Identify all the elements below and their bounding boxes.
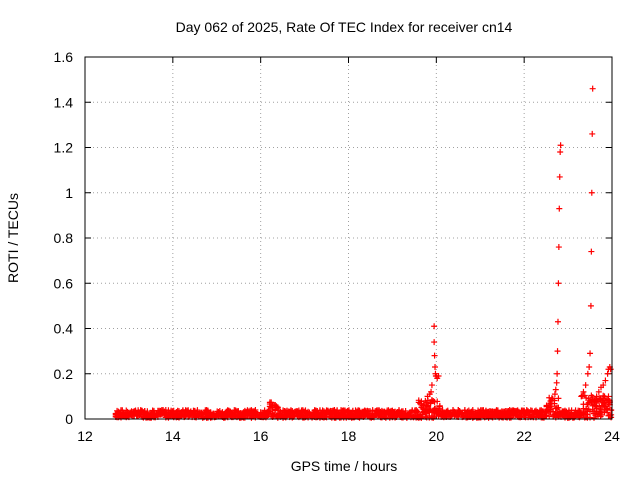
data-point: [555, 404, 562, 411]
grid-lines: [85, 57, 612, 419]
data-point: [543, 412, 550, 419]
y-tick-label: 0.8: [54, 230, 74, 246]
data-point: [549, 395, 556, 402]
x-tick-label: 18: [341, 428, 357, 444]
data-point: [588, 189, 595, 196]
data-point: [216, 408, 223, 415]
data-point: [436, 403, 443, 410]
data-point: [582, 382, 589, 389]
y-tick-label: 0: [65, 411, 73, 427]
x-axis-label: GPS time / hours: [291, 458, 398, 474]
data-point: [578, 393, 585, 400]
data-point: [422, 397, 429, 404]
data-point: [586, 363, 593, 370]
data-point: [557, 142, 564, 149]
data-point: [551, 391, 558, 398]
data-point: [602, 377, 609, 384]
data-point: [589, 85, 596, 92]
data-point: [593, 393, 600, 400]
data-point: [602, 406, 609, 413]
data-point: [435, 373, 442, 380]
data-point: [556, 205, 563, 212]
x-tick-label: 22: [516, 428, 532, 444]
y-tick-label: 1.4: [54, 94, 74, 110]
data-point: [555, 280, 562, 287]
plot-frame: [84, 56, 613, 420]
x-tick-label: 24: [604, 428, 620, 444]
data-point: [598, 408, 605, 415]
data-point: [587, 302, 594, 309]
data-point: [431, 323, 438, 330]
x-tick-label: 14: [165, 428, 181, 444]
data-point: [587, 350, 594, 357]
data-points: [112, 85, 615, 421]
data-point: [428, 388, 435, 395]
y-tick-label: 1.6: [54, 49, 74, 65]
data-point: [252, 407, 259, 414]
data-point: [554, 370, 561, 377]
x-tick-label: 16: [253, 428, 269, 444]
data-point: [149, 409, 156, 416]
data-point: [431, 352, 438, 359]
data-point: [554, 348, 561, 355]
data-point: [274, 405, 281, 412]
data-point: [547, 400, 554, 407]
data-point: [607, 366, 614, 373]
x-tick-label: 12: [77, 428, 93, 444]
data-point: [589, 130, 596, 137]
data-point: [265, 407, 272, 414]
data-point: [548, 403, 555, 410]
data-point: [604, 405, 611, 412]
data-point: [431, 339, 438, 346]
data-point: [552, 386, 559, 393]
data-point: [367, 408, 374, 415]
data-point: [428, 382, 435, 389]
data-point: [418, 414, 425, 421]
data-point: [604, 370, 611, 377]
x-tick-label: 20: [429, 428, 445, 444]
data-point: [430, 414, 437, 421]
data-point: [556, 173, 563, 180]
data-point: [600, 382, 607, 389]
data-point: [584, 370, 591, 377]
data-point: [552, 405, 559, 412]
y-tick-label: 1.2: [54, 140, 74, 156]
data-point: [432, 363, 439, 370]
data-point: [589, 394, 596, 401]
data-point: [415, 399, 422, 406]
data-point: [595, 388, 602, 395]
data-point: [547, 409, 554, 416]
data-point: [555, 244, 562, 251]
y-tick-label: 0.6: [54, 275, 74, 291]
data-point: [580, 388, 587, 395]
y-tick-label: 0.2: [54, 366, 74, 382]
chart-title: Day 062 of 2025, Rate Of TEC Index for r…: [176, 19, 513, 35]
y-axis-label: ROTI / TECUs: [5, 193, 21, 283]
axis-ticks: 12 14 16 18 20 22 24 0 0.2 0.4 0.6 0.8 1 1.2 1.4 1.6: [54, 49, 620, 444]
data-point: [583, 395, 590, 402]
data-point: [591, 397, 598, 404]
data-point: [414, 408, 421, 415]
y-tick-label: 1: [65, 185, 73, 201]
data-point: [434, 398, 441, 405]
y-tick-label: 0.4: [54, 321, 74, 337]
data-point: [590, 414, 597, 421]
data-point: [593, 403, 600, 410]
data-point: [557, 149, 564, 156]
data-point: [588, 248, 595, 255]
data-point: [268, 399, 275, 406]
data-point: [554, 318, 561, 325]
data-point: [608, 406, 615, 413]
data-point: [555, 395, 562, 402]
data-point: [553, 379, 560, 386]
data-point: [420, 402, 427, 409]
